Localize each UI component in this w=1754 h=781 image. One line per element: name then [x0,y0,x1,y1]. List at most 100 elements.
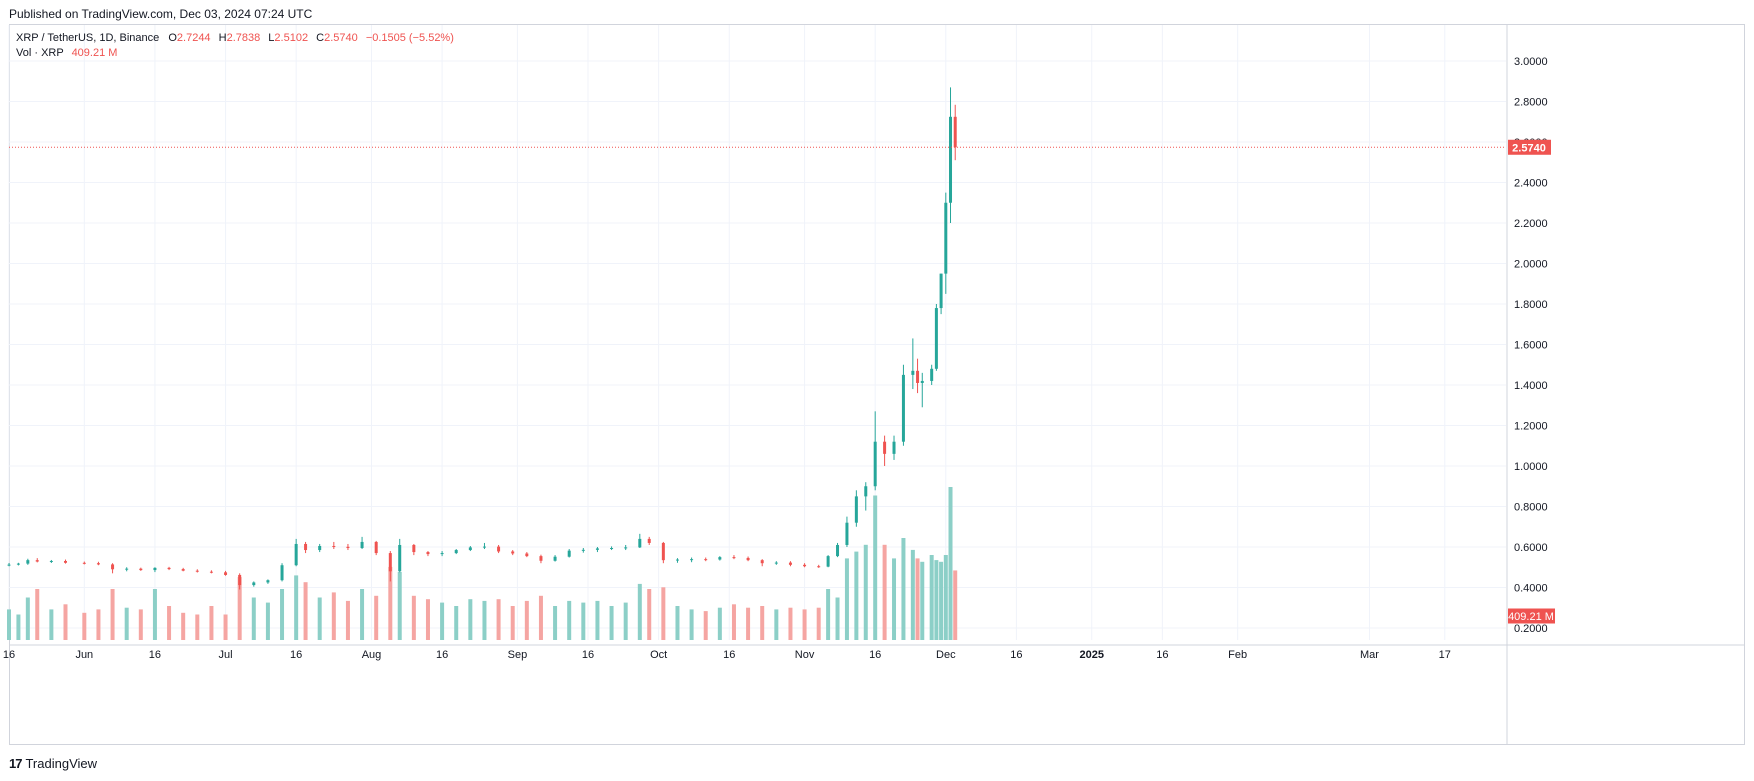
candle-body [111,564,115,570]
price-axis[interactable]: 3.00002.80002.60002.40002.20002.00001.80… [1506,25,1548,745]
volume-bar [7,609,11,640]
candle-body [468,547,472,551]
volume-bar [331,592,336,640]
candle-body [360,541,364,549]
candle-body [788,562,792,565]
candle-body [704,559,708,561]
volume-bar [929,555,934,640]
candle-body [949,116,953,203]
x-tick-label: Jun [75,649,93,661]
candle-body [939,273,943,309]
volume-bar [920,561,925,640]
y-tick-label: 3.0000 [1514,56,1548,68]
candle-body [732,557,736,559]
volume-bar [496,599,501,640]
candle-body [930,368,934,381]
x-tick-label: 16 [582,649,594,661]
x-tick-label: Dec [936,649,956,661]
volume-bar [345,600,350,640]
volume-bar [689,609,694,640]
y-tick-label: 2.4000 [1514,178,1548,190]
volume-bar [294,575,299,640]
candle-body [873,441,877,487]
volume-bar [844,558,849,640]
volume-bar [802,609,807,640]
volume-bar [82,612,87,640]
volume-bar [360,589,365,640]
candle-body [412,544,416,553]
candle-body [944,202,948,274]
tradingview-logo[interactable]: 17 TradingView [9,756,97,771]
volume-bar [661,587,666,640]
volume-bar [943,555,948,640]
candle-body [661,542,665,561]
volume-bar [317,597,322,640]
candle-body [238,574,242,586]
volume-bar [553,606,558,640]
candle-body [624,547,628,549]
x-tick-label: Mar [1360,649,1379,661]
volume-bar [788,607,793,640]
volume-bar [374,595,379,640]
y-tick-label: 0.4000 [1514,583,1548,595]
legend-o-label: O [168,32,177,44]
candle-body [610,548,614,550]
time-axis[interactable]: 16 Jun 16 Jul 16 Aug 16 Sep 16 Oct 16 Nov 16 Dec 16 202… [3,644,1745,661]
volume-bar [609,606,614,640]
x-tick-label: 16 [1010,649,1022,661]
legend-change: −0.1505 (−5.52%) [366,32,454,44]
volume-bar [251,597,256,640]
candle-body [388,553,392,572]
x-tick-label: Nov [795,649,815,661]
volume-bar [717,607,722,640]
volume-bar [948,487,953,640]
candle-body [901,374,905,442]
y-tick-label: 2.0000 [1514,259,1548,271]
volume-bar [138,609,143,640]
candle-body [454,550,458,554]
candle-body [125,568,129,570]
legend-h-label: H [219,32,227,44]
candle-body [845,522,849,545]
candle-body [774,562,778,564]
candle-body [803,564,807,567]
volume-bar [96,609,101,640]
volume-bar [774,609,779,640]
volume-bar [882,544,887,640]
y-tick-label: 1.8000 [1514,299,1548,311]
candle-body [581,549,585,551]
candle-body [920,380,924,383]
volume-bar [915,558,920,640]
legend-ohlc: XRP / TetherUS, 1D, Binance O2.7244 H2.7… [16,32,454,44]
volume-bar [167,606,172,640]
volume-bar [760,606,765,640]
x-tick-label: 17 [1439,649,1451,661]
x-tick-label: 16 [149,649,161,661]
tradingview-logo-text: TradingView [25,756,98,771]
candle-body [304,543,308,551]
candle-body [153,567,157,571]
legend-l-label: L [268,32,274,44]
candle-body [595,548,599,550]
legend-vol-label: Vol · XRP [16,47,64,59]
volume-bar [746,607,751,640]
candle-body [854,496,858,523]
volume-bar [581,602,586,640]
x-tick-label: 2025 [1079,649,1103,661]
published-note: Published on TradingView.com, Dec 03, 20… [9,7,313,21]
price-tag: 2.5740 [1508,139,1551,155]
x-tick-label: Oct [650,649,667,661]
candle-body [26,560,30,564]
y-tick-label: 2.8000 [1514,97,1548,109]
volume-bar [731,604,736,640]
volume-bar [623,602,628,640]
y-tick-label: 1.6000 [1514,340,1548,352]
volume-bar [901,538,906,640]
volume-bar [675,606,680,640]
candle-body [836,544,840,557]
legend-c-label: C [316,32,324,44]
volume-bar [454,606,459,640]
volume-bar [181,612,186,640]
volume-bar [538,595,543,640]
